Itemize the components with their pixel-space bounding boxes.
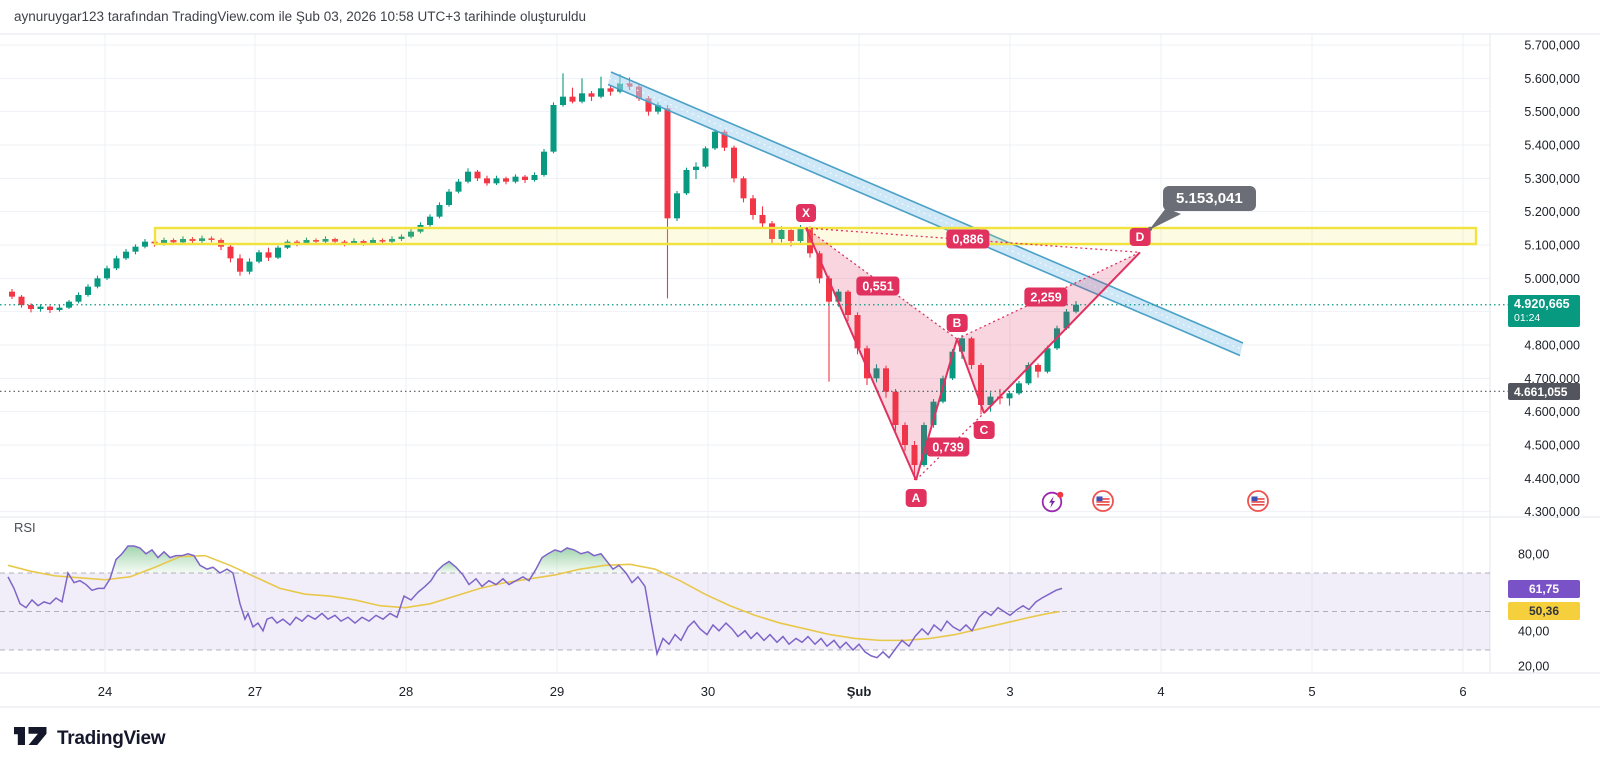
time-axis-label: 6 (1459, 684, 1466, 699)
pane-separators (0, 33, 1600, 708)
time-axis-label: 5 (1308, 684, 1315, 699)
time-axis-label: 3 (1006, 684, 1013, 699)
price-callout[interactable]: 5.153,041 (1163, 186, 1256, 211)
footer: TradingView (13, 722, 166, 755)
rsi-pane-title: RSI (14, 520, 36, 535)
pattern-point-x[interactable]: X (795, 204, 817, 222)
grid (0, 34, 1490, 673)
rsi-ma-value-tag: 50,36 (1508, 601, 1580, 620)
price-axis-label: 5.000,000 (1524, 272, 1580, 286)
rsi-pane (0, 545, 1490, 659)
price-axis-label: 4.400,000 (1524, 472, 1580, 486)
price-axis-label: 5.700,000 (1524, 39, 1580, 53)
pattern-ratio-bd: 2,259 (1024, 287, 1068, 307)
time-axis-label: 30 (701, 684, 715, 699)
price-axis-label: 4.300,000 (1524, 505, 1580, 519)
price-axis-label: 4.600,000 (1524, 405, 1580, 419)
economic-event-us-flag-icon[interactable] (1091, 489, 1115, 513)
time-axis-label: 24 (98, 684, 112, 699)
economic-event-flash-icon[interactable] (1041, 489, 1065, 513)
time-axis-label: 28 (399, 684, 413, 699)
price-axis-label: 5.300,000 (1524, 172, 1580, 186)
time-axis-label: 29 (550, 684, 564, 699)
rsi-axis-label: 40,00 (1518, 624, 1549, 638)
tradingview-logo-icon[interactable] (13, 722, 49, 755)
economic-event-us-flag-icon-2[interactable] (1246, 489, 1270, 513)
brand-name[interactable]: TradingView (57, 727, 166, 749)
price-axis-label: 5.100,000 (1524, 239, 1580, 253)
pattern-ratio-ac: 0,739 (926, 437, 970, 457)
level-price-value: 4.661,055 (1514, 384, 1568, 399)
price-axis-label: 5.500,000 (1524, 105, 1580, 119)
pattern-ratio-xb: 0,551 (856, 276, 900, 296)
pattern-point-a[interactable]: A (905, 489, 927, 507)
rsi-axis-label: 20,00 (1518, 660, 1549, 674)
harmonic-pattern (805, 227, 1141, 481)
current-price-value: 4.920,665 (1514, 297, 1570, 312)
attribution-text: aynuruygar123 tarafından TradingView.com… (14, 9, 586, 24)
axis-labels: 5.700,000 5.600,000 5.500,000 5.400,000 5.30… (98, 39, 1580, 700)
price-axis-label: 5.400,000 (1524, 139, 1580, 153)
time-axis-label: Şub (847, 684, 872, 699)
level-price-tag: 4.661,055 (1508, 383, 1580, 400)
time-axis-label: 27 (248, 684, 262, 699)
bar-countdown: 01:24 (1514, 312, 1541, 325)
price-axis-label: 4.700,000 (1524, 372, 1580, 386)
current-price-tag: 4.920,665 01:24 (1508, 295, 1580, 327)
price-axis-label: 4.500,000 (1524, 439, 1580, 453)
price-axis-label: 4.800,000 (1524, 339, 1580, 353)
pattern-ratio-xd: 0,886 (946, 229, 990, 249)
price-axis-label: 5.200,000 (1524, 205, 1580, 219)
pattern-point-c[interactable]: C (973, 421, 995, 439)
pattern-point-d[interactable]: D (1129, 228, 1151, 247)
rsi-axis-label: 80,00 (1518, 547, 1549, 561)
pattern-point-b[interactable]: B (946, 314, 968, 332)
time-axis-label: 4 (1157, 684, 1164, 699)
price-lines (0, 304, 1508, 392)
price-axis-label: 5.600,000 (1524, 72, 1580, 86)
trend-channel (607, 71, 1244, 357)
rsi-value-tag: 61,75 (1508, 579, 1580, 598)
